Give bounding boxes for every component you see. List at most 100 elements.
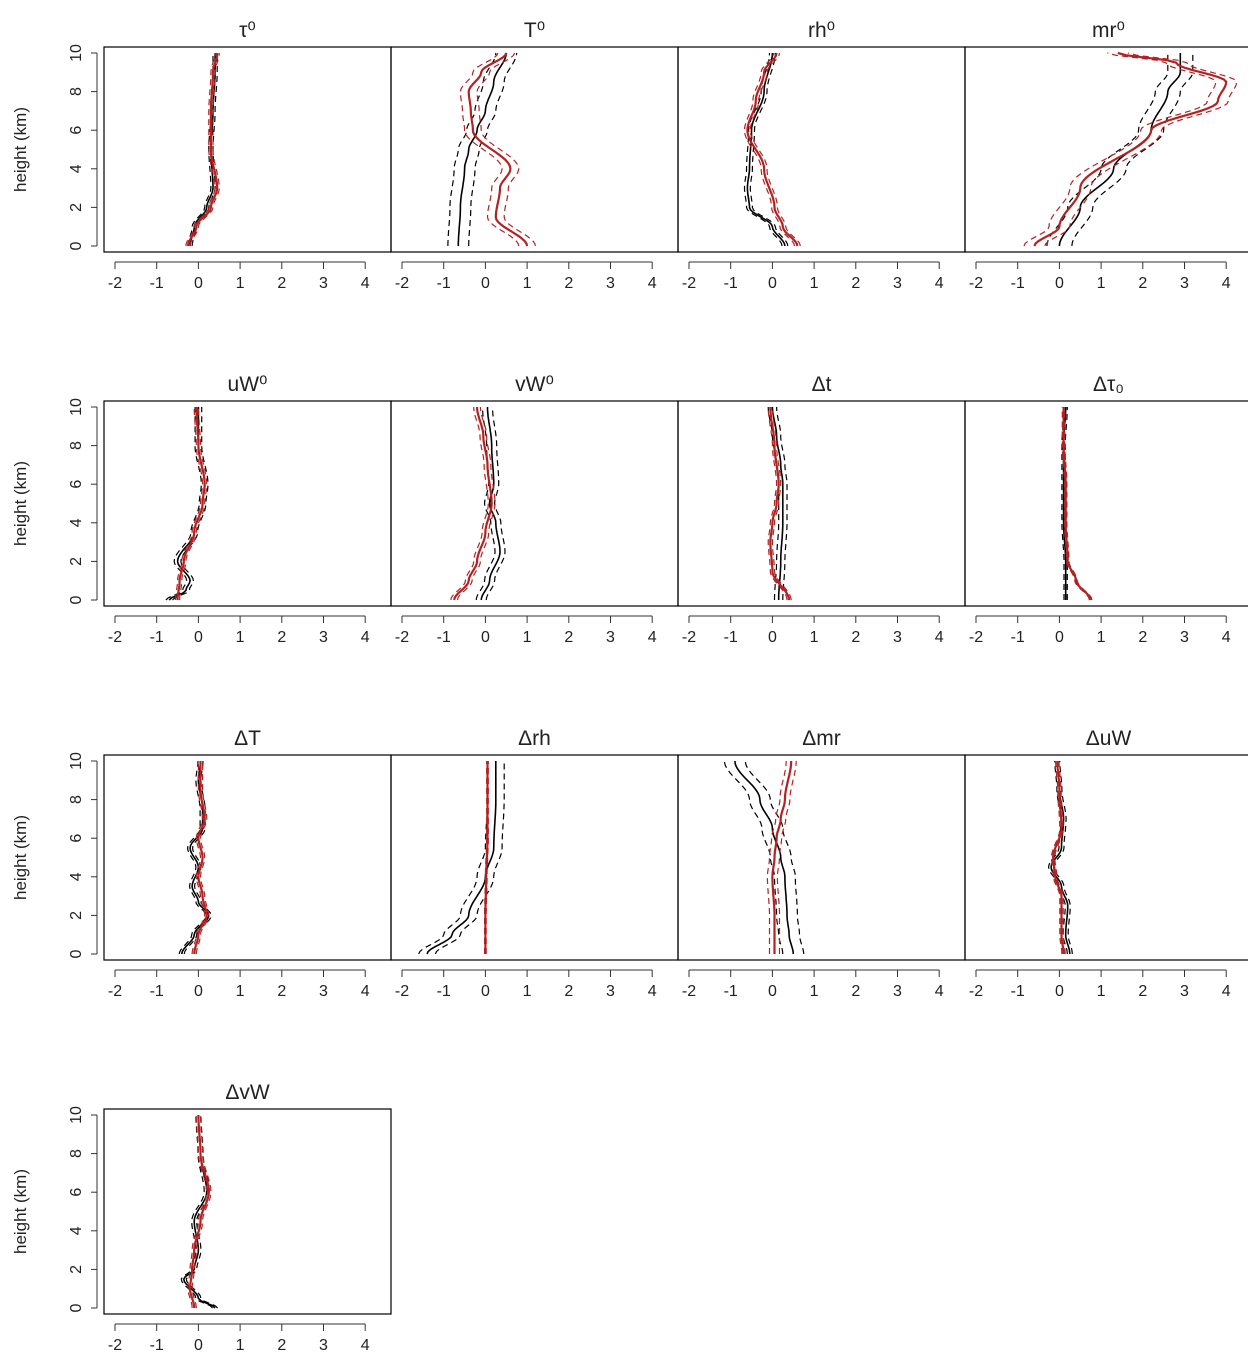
x-tick-label: 2 xyxy=(277,629,286,646)
x-tick-label: -2 xyxy=(108,275,122,292)
x-tick-label: -1 xyxy=(724,629,738,646)
chart-panel: Δτ₀ -2 -1 0 1 2 3 4 xyxy=(965,373,1248,646)
x-tick-label: 1 xyxy=(810,275,819,292)
x-tick-label: -1 xyxy=(724,983,738,1000)
x-tick-label: 2 xyxy=(564,983,573,1000)
series-band-line xyxy=(1049,761,1068,954)
y-tick-label: 4 xyxy=(68,164,85,173)
series-line xyxy=(1034,53,1226,246)
x-tick-label: -1 xyxy=(150,983,164,1000)
x-tick-label: -1 xyxy=(150,629,164,646)
y-tick-label: 6 xyxy=(68,126,85,135)
y-tick-label: 4 xyxy=(68,872,85,881)
x-tick-label: 2 xyxy=(564,275,573,292)
y-axis-label: height (km) xyxy=(11,107,30,192)
plot-frame xyxy=(678,401,965,606)
y-tick-label: 0 xyxy=(68,595,85,604)
x-tick-label: 0 xyxy=(194,1337,203,1354)
x-tick-label: -1 xyxy=(437,275,451,292)
y-tick-label: 2 xyxy=(68,1265,85,1274)
plot-frame xyxy=(678,47,965,252)
y-tick-label: 0 xyxy=(68,949,85,958)
x-tick-label: 0 xyxy=(194,275,203,292)
x-tick-label: 3 xyxy=(606,983,615,1000)
x-tick-label: 2 xyxy=(1138,629,1147,646)
x-tick-label: 2 xyxy=(277,1337,286,1354)
x-tick-label: -1 xyxy=(437,983,451,1000)
x-tick-label: 3 xyxy=(1180,275,1189,292)
series-line xyxy=(747,53,797,246)
x-tick-label: 3 xyxy=(606,275,615,292)
y-tick-label: 10 xyxy=(68,1106,85,1124)
series-band-line xyxy=(1065,407,1092,600)
x-tick-label: 1 xyxy=(1097,275,1106,292)
y-tick-label: 2 xyxy=(68,557,85,566)
chart-panel: T⁰-2 -1 0 1 2 3 4 xyxy=(391,19,678,292)
x-tick-label: 1 xyxy=(1097,983,1106,1000)
x-tick-label: 4 xyxy=(935,275,944,292)
plot-frame xyxy=(391,401,678,606)
series-band-line xyxy=(772,407,791,600)
panel-title: Δmr xyxy=(802,727,841,750)
x-tick-label: 2 xyxy=(564,629,573,646)
chart-panel: Δrh -2 -1 0 1 2 3 4 xyxy=(391,727,678,1000)
chart-panel: Δt -2 -1 0 1 2 3 4 xyxy=(678,373,965,646)
x-tick-label: 0 xyxy=(481,275,490,292)
x-tick-label: 4 xyxy=(361,1337,370,1354)
x-tick-label: 4 xyxy=(648,983,657,1000)
y-tick-label: 8 xyxy=(68,1149,85,1158)
series-band-line xyxy=(435,761,504,954)
x-tick-label: 3 xyxy=(893,629,902,646)
y-tick-label: 6 xyxy=(68,480,85,489)
y-tick-label: 2 xyxy=(68,911,85,920)
panel-title: rh⁰ xyxy=(808,19,835,42)
x-tick-label: 3 xyxy=(319,275,328,292)
x-tick-label: -2 xyxy=(108,1337,122,1354)
y-tick-label: 8 xyxy=(68,441,85,450)
x-tick-label: 3 xyxy=(319,983,328,1000)
x-tick-label: 4 xyxy=(361,983,370,1000)
x-tick-label: 1 xyxy=(523,983,532,1000)
x-tick-label: 2 xyxy=(1138,983,1147,1000)
x-tick-label: 4 xyxy=(1222,629,1231,646)
x-tick-label: 1 xyxy=(1097,629,1106,646)
series-band-line xyxy=(184,761,211,954)
panel-title: Δt xyxy=(812,373,832,396)
series-band-line xyxy=(448,53,496,246)
x-tick-label: 2 xyxy=(851,275,860,292)
x-tick-label: -2 xyxy=(395,983,409,1000)
y-tick-label: 6 xyxy=(68,1188,85,1197)
panel-title: T⁰ xyxy=(524,19,545,42)
plot-frame xyxy=(965,401,1248,606)
x-tick-label: -1 xyxy=(1011,629,1025,646)
x-tick-label: 1 xyxy=(523,629,532,646)
y-tick-label: 0 xyxy=(68,241,85,250)
chart-panel: rh⁰ -2 -1 0 1 2 3 4 xyxy=(678,19,965,292)
x-tick-label: 4 xyxy=(935,983,944,1000)
x-tick-label: 1 xyxy=(810,629,819,646)
x-tick-label: 3 xyxy=(1180,983,1189,1000)
x-tick-label: 2 xyxy=(851,983,860,1000)
x-tick-label: -2 xyxy=(395,629,409,646)
panel-title: vW⁰ xyxy=(515,373,554,396)
plot-frame xyxy=(104,47,391,252)
x-tick-label: 3 xyxy=(319,629,328,646)
x-tick-label: -2 xyxy=(682,275,696,292)
x-tick-label: 1 xyxy=(523,275,532,292)
x-tick-label: -1 xyxy=(150,1337,164,1354)
x-tick-label: -1 xyxy=(724,275,738,292)
x-tick-label: 0 xyxy=(768,983,777,1000)
x-tick-label: 3 xyxy=(1180,629,1189,646)
x-tick-label: 3 xyxy=(319,1337,328,1354)
series-line xyxy=(190,1115,209,1308)
series-line xyxy=(485,761,487,954)
x-tick-label: -2 xyxy=(682,983,696,1000)
chart-panel: uW⁰ 0 2 4 6 8 10 height (km) -2 -1 0 1 2 3 4 xyxy=(11,373,391,646)
y-tick-label: 10 xyxy=(68,44,85,62)
plot-frame xyxy=(678,755,965,960)
plot-frame xyxy=(104,1109,391,1314)
x-tick-label: 2 xyxy=(1138,275,1147,292)
series-line xyxy=(1064,407,1091,600)
x-tick-label: -2 xyxy=(969,983,983,1000)
